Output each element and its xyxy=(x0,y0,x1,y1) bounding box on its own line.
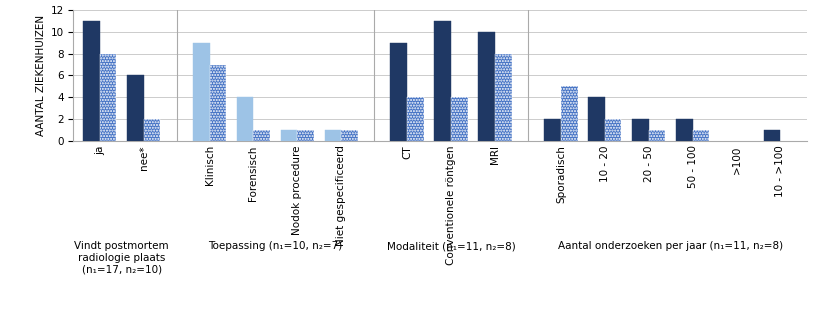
Bar xyxy=(544,119,561,141)
Bar xyxy=(341,130,358,141)
Bar xyxy=(253,130,270,141)
Bar xyxy=(588,97,605,141)
Bar xyxy=(649,130,665,141)
Bar xyxy=(451,97,468,141)
Bar xyxy=(478,32,495,141)
Bar xyxy=(297,130,314,141)
Bar xyxy=(390,43,408,141)
Bar xyxy=(676,119,693,141)
Bar xyxy=(83,21,99,141)
Bar xyxy=(693,130,709,141)
Text: Vindt postmortem
radiologie plaats
(n₁=17, n₂=10): Vindt postmortem radiologie plaats (n₁=1… xyxy=(74,241,169,274)
Bar xyxy=(127,75,143,141)
Bar xyxy=(324,130,341,141)
Bar xyxy=(143,119,161,141)
Bar xyxy=(193,43,209,141)
Bar xyxy=(434,21,451,141)
Bar xyxy=(495,53,512,141)
Bar xyxy=(209,65,227,141)
Bar xyxy=(764,130,781,141)
Bar xyxy=(605,119,622,141)
Bar xyxy=(561,86,578,141)
Y-axis label: AANTAL ZIEKENHUIZEN: AANTAL ZIEKENHUIZEN xyxy=(36,15,46,136)
Text: Aantal onderzoeken per jaar (n₁=11, n₂=8): Aantal onderzoeken per jaar (n₁=11, n₂=8… xyxy=(558,241,783,251)
Bar xyxy=(99,53,117,141)
Text: Modaliteit (n₁=11, n₂=8): Modaliteit (n₁=11, n₂=8) xyxy=(386,241,515,251)
Bar xyxy=(236,97,253,141)
Bar xyxy=(280,130,297,141)
Text: Toepassing (n₁=10, n₂=7): Toepassing (n₁=10, n₂=7) xyxy=(209,241,342,251)
Bar xyxy=(408,97,424,141)
Bar xyxy=(632,119,649,141)
